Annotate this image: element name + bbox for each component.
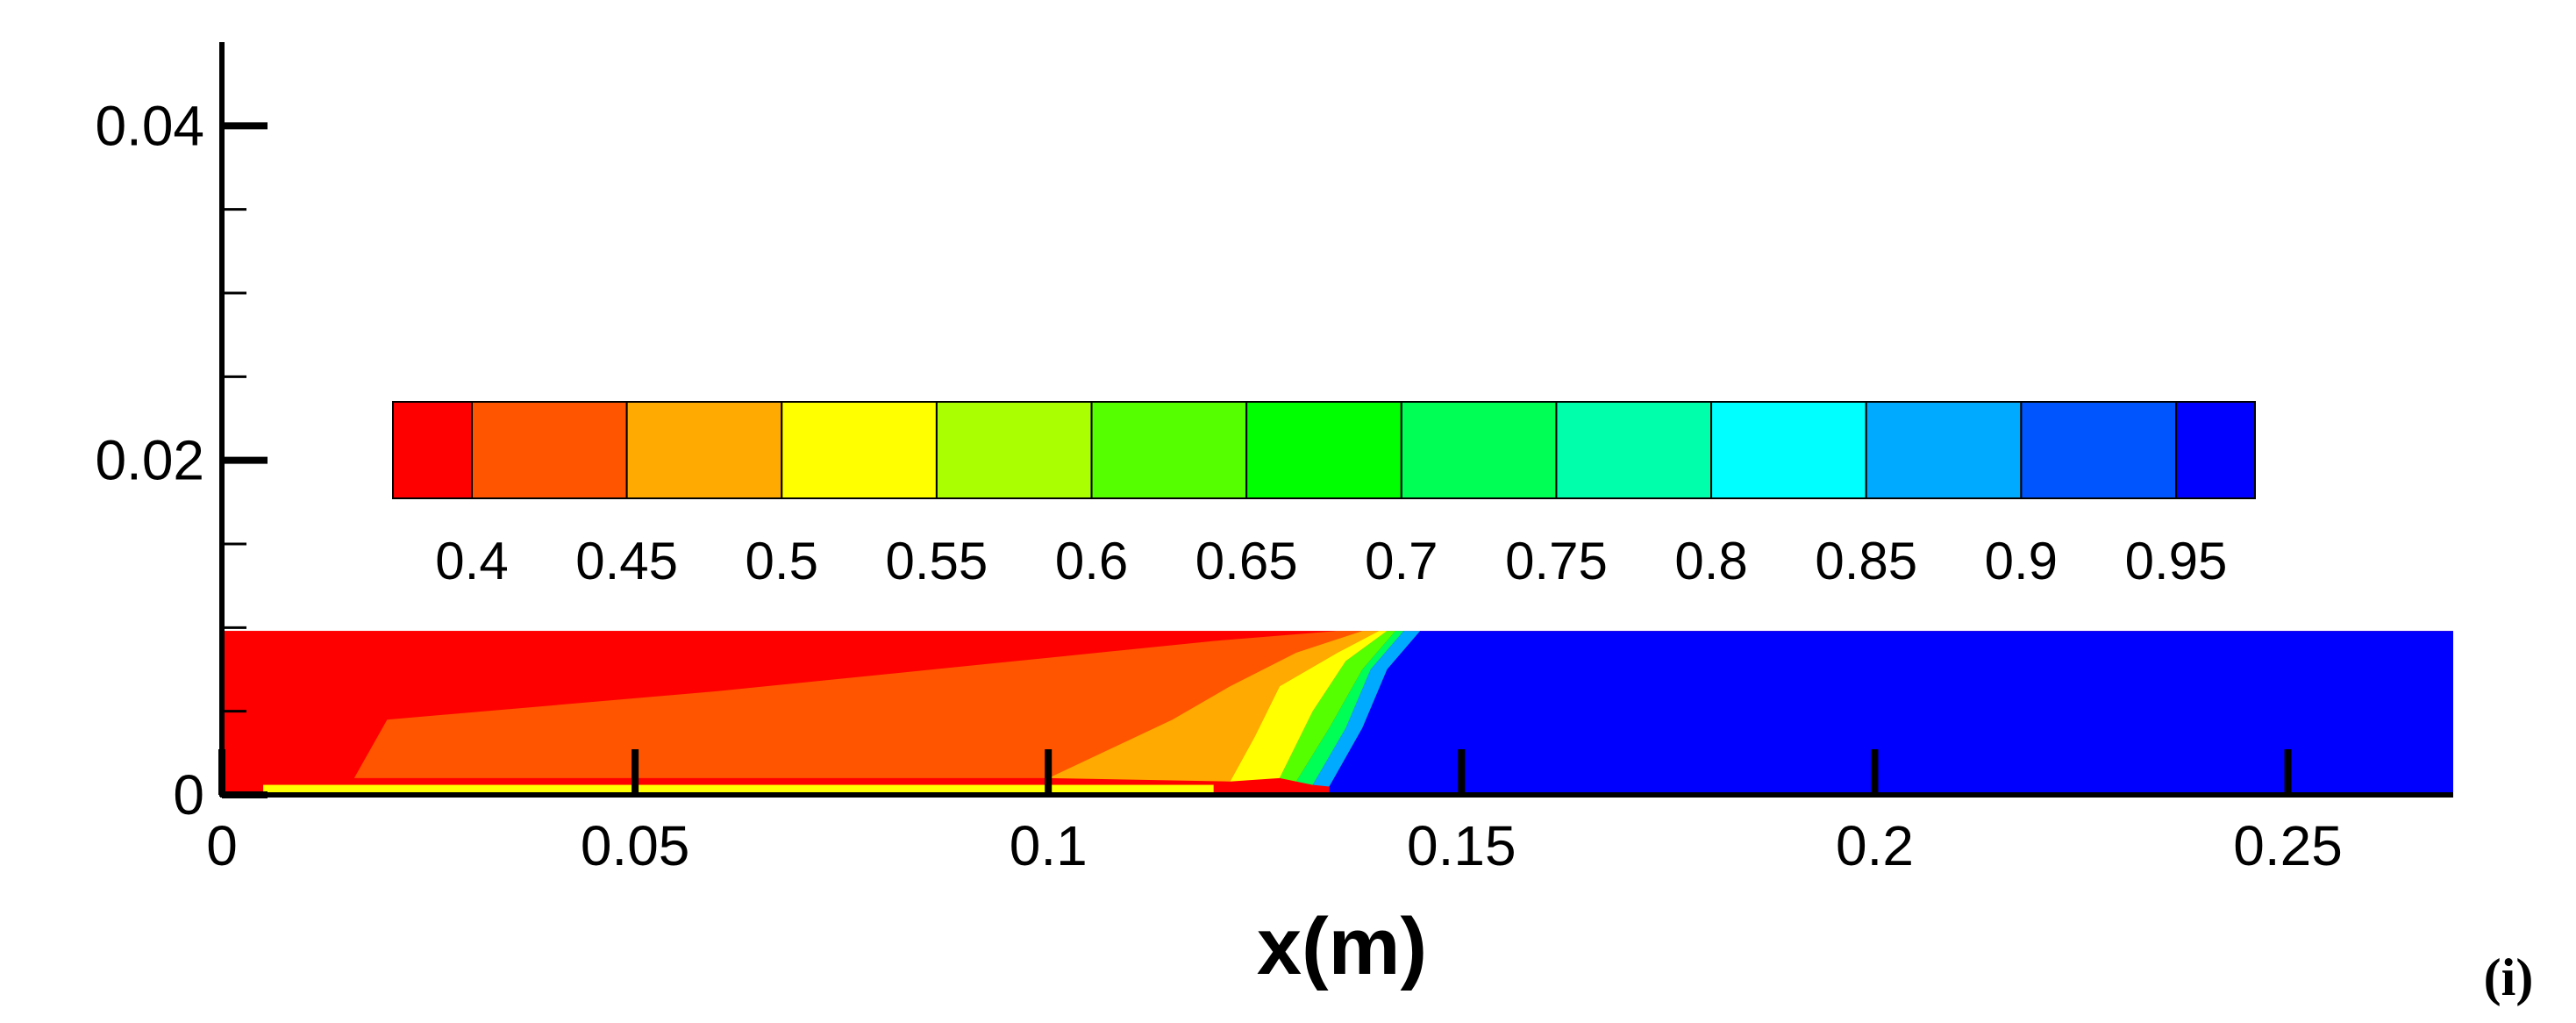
y-tick-label-0: 0 [173,763,204,826]
y-tick-label-1: 0.02 [95,429,204,492]
x-tick-label-5: 0.25 [2233,814,2343,877]
colorbar-label-2: 0.5 [746,532,818,590]
colorbar-swatch-6 [1245,401,1402,499]
colorbar-label-4: 0.6 [1055,532,1128,590]
colorbar-label-11: 0.95 [2125,532,2228,590]
axes: 0 0.05 0.1 0.15 0.2 0.25 0 0.02 0.04 [95,42,2453,877]
colorbar-swatch-10 [1865,401,2023,499]
x-tick-label-3: 0.15 [1407,814,1516,877]
colorbar-label-3: 0.55 [886,532,988,590]
contour-wall-layer [263,784,1214,795]
panel-label: (i) [2484,948,2534,1006]
contour-band-0_5 [1048,631,1380,782]
colorbar-swatch-7 [1400,401,1558,499]
colorbar-swatch-5 [1090,401,1248,499]
x-tick-label-0: 0 [206,814,238,877]
colorbar-swatch-4 [935,401,1093,499]
colorbar-swatch-1 [471,401,628,499]
contour-band-0_45 [353,631,1363,778]
x-axis-title: x(m) [1257,902,1427,991]
colorbar-swatch-3 [781,401,938,499]
contour-band-0_95 [1329,631,2453,795]
colorbar-swatch-8 [1555,401,1713,499]
colorbar-label-10: 0.9 [1985,532,2058,590]
colorbar-label-9: 0.85 [1815,532,1917,590]
y-tick-label-2: 0.04 [95,94,204,157]
colorbar-swatch-12 [2175,401,2256,499]
contour-band-0_55 [1230,631,1388,782]
colorbar-label-0: 0.4 [435,532,508,590]
contour-band-0_4 [222,631,1338,778]
colorbar-swatch-2 [625,401,783,499]
colorbar-legend: 0.4 0.45 0.5 0.55 0.6 0.65 0.7 0.75 0.8 0.85 0.9 0.… [392,401,2256,590]
colorbar-label-6: 0.7 [1365,532,1438,590]
colorbar-label-1: 0.45 [575,532,678,590]
x-tick-label-2: 0.1 [1010,814,1088,877]
colorbar-swatch-11 [2020,401,2177,499]
contour-band-0_65 [1280,631,1395,782]
colorbar-label-7: 0.75 [1505,532,1608,590]
plot-area [222,631,2453,795]
x-tick-label-1: 0.05 [581,814,690,877]
contour-band-0_75 [1295,631,1404,785]
x-tick-label-4: 0.2 [1836,814,1914,877]
colorbar-swatch-0 [392,401,473,499]
colorbar-swatch-9 [1710,401,1867,499]
contour-band-0_85 [1312,631,1421,787]
colorbar-label-5: 0.65 [1195,532,1298,590]
colorbar-label-8: 0.8 [1674,532,1747,590]
